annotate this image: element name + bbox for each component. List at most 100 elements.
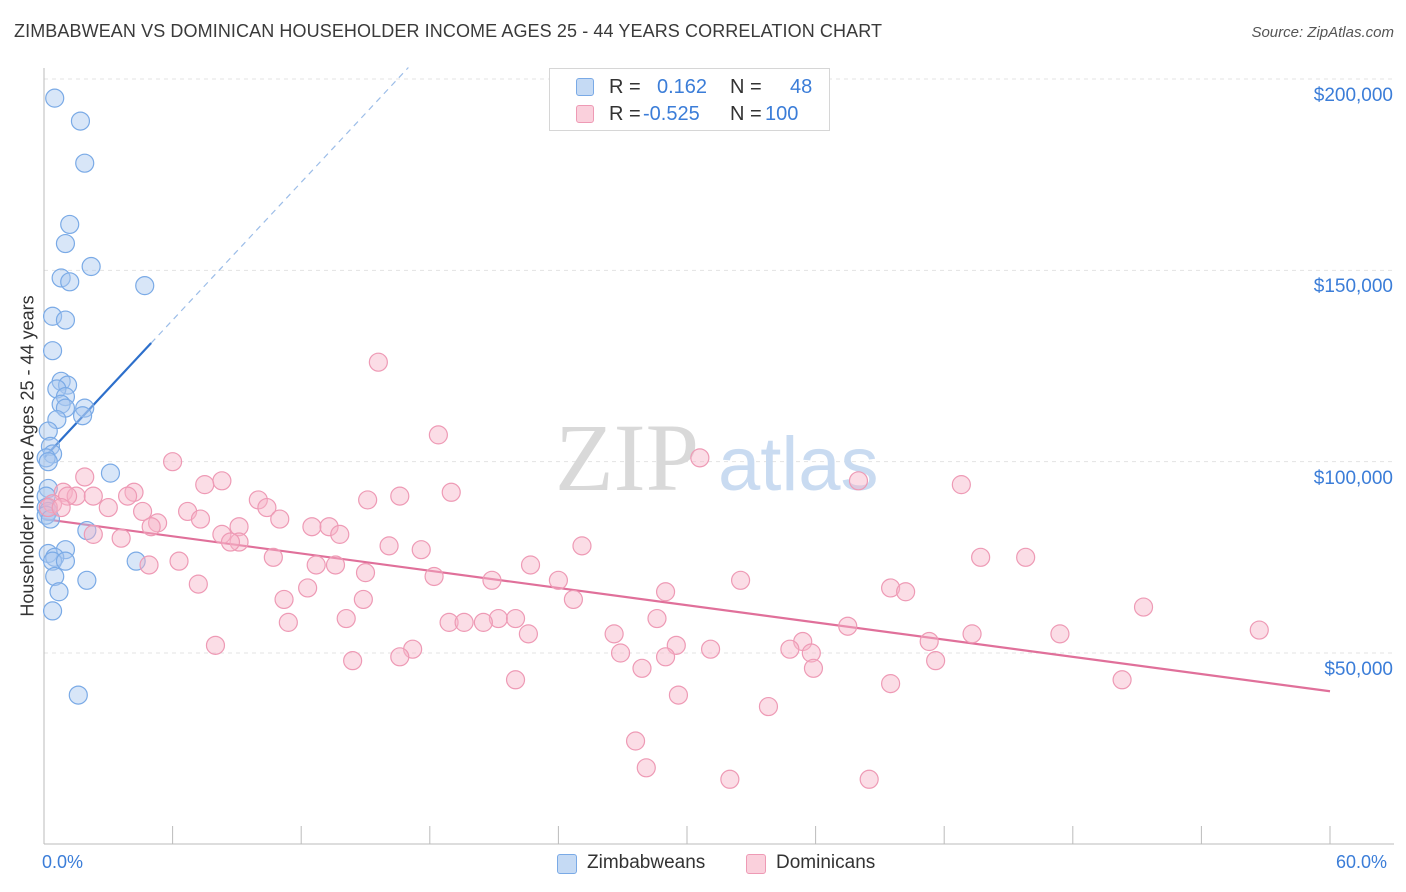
dominican-point xyxy=(190,509,211,529)
dominican-point xyxy=(572,536,592,556)
dominican-point xyxy=(306,555,326,575)
dominican-point xyxy=(632,658,652,678)
legend-row-dominicans: R = -0.525 N = 100 xyxy=(550,101,829,127)
zimbabwean-point xyxy=(60,214,80,235)
dominican-trend-line xyxy=(43,517,1331,693)
dominican-point xyxy=(368,352,388,372)
dominican-point xyxy=(274,589,294,610)
dominican-point xyxy=(212,471,232,491)
legend-swatch-pink xyxy=(576,105,594,123)
dominican-point xyxy=(205,635,226,655)
dominican-point xyxy=(758,696,779,717)
dominican-point xyxy=(848,471,869,491)
legend-n-label: N = xyxy=(730,76,762,98)
dominican-point xyxy=(647,608,667,629)
dominican-point xyxy=(780,639,800,659)
dominican-point xyxy=(424,566,444,587)
dominican-point xyxy=(1112,670,1132,690)
dominican-point xyxy=(610,643,631,663)
dominican-point xyxy=(353,589,373,610)
dominican-point xyxy=(520,555,541,575)
zimbabwean-point xyxy=(135,276,155,296)
dominican-point xyxy=(195,475,215,495)
dominican-point xyxy=(98,497,118,518)
dominican-point xyxy=(655,582,676,602)
zimbabwean-point xyxy=(55,310,76,330)
dominican-point xyxy=(881,674,901,694)
dominican-point xyxy=(298,578,318,598)
dominican-point xyxy=(505,608,526,629)
y-tick-label: $150,000 xyxy=(1313,276,1393,298)
x-tick-min: 0.0% xyxy=(42,852,84,872)
zimbabwean-point xyxy=(49,582,69,602)
dominican-point xyxy=(83,486,103,506)
zimbabwean-trend-line xyxy=(43,342,152,459)
zimbabwean-point xyxy=(42,341,63,361)
dominican-point xyxy=(163,452,183,472)
legend-r-value: 0.162 xyxy=(657,76,708,98)
trend-lines xyxy=(43,67,1331,693)
watermark-zip: ZIP xyxy=(555,404,699,511)
dominican-point xyxy=(690,448,710,468)
dominican-point xyxy=(330,524,350,544)
dominican-point xyxy=(141,517,161,537)
dominican-point xyxy=(75,467,95,487)
dominican-point xyxy=(505,670,526,690)
legend-n-value: 100 xyxy=(765,103,799,125)
dominican-point xyxy=(655,647,676,667)
zimbabwean-point xyxy=(42,601,63,621)
dominican-point xyxy=(1133,597,1154,617)
dominican-point xyxy=(57,486,78,506)
zimbabwean-point xyxy=(40,436,61,456)
dominican-point xyxy=(83,524,103,544)
legend-n-value: 48 xyxy=(790,76,813,98)
zimbabwean-point xyxy=(45,566,65,587)
zimbabwean-trend-extension xyxy=(150,67,409,344)
dominican-point xyxy=(838,616,858,636)
dominican-point xyxy=(962,624,982,644)
dominican-point xyxy=(604,624,624,644)
dominican-point xyxy=(411,540,431,560)
zimbabwean-point xyxy=(38,452,58,472)
legend-r-label: R = xyxy=(609,76,641,98)
dominican-point xyxy=(859,769,879,789)
dominican-point xyxy=(111,528,131,548)
dominican-point xyxy=(668,685,689,705)
dominican-point xyxy=(563,589,584,610)
dominican-point xyxy=(1050,624,1070,644)
zimbabwean-point xyxy=(57,375,78,395)
correlation-legend: R = 0.162 N = 48 R = -0.525 N = 100 xyxy=(549,68,830,131)
dominican-point xyxy=(803,658,824,678)
dominican-point xyxy=(379,536,399,556)
dominican-point xyxy=(548,570,569,590)
zimbabwean-point xyxy=(75,153,95,173)
dominican-point xyxy=(441,482,461,502)
dominican-point xyxy=(919,631,939,652)
legend-r-label: R = xyxy=(609,103,641,125)
y-tick-label: $200,000 xyxy=(1313,85,1393,106)
dominican-point xyxy=(336,608,356,629)
dominican-point xyxy=(700,639,721,659)
bottom-legend-swatch-pink xyxy=(746,854,766,874)
y-tick-label: $50,000 xyxy=(1324,659,1393,680)
dominican-point xyxy=(169,551,189,571)
legend-n-label: N = xyxy=(730,103,762,125)
dominican-point xyxy=(1249,620,1269,640)
bottom-legend-swatch-blue xyxy=(557,854,577,874)
bottom-legend-label: Zimbabweans xyxy=(587,852,706,873)
dominican-point xyxy=(518,624,538,644)
dominican-point xyxy=(270,509,290,529)
dominican-point xyxy=(881,578,901,598)
zimbabwean-point xyxy=(42,306,63,326)
dominican-point xyxy=(801,643,821,663)
zimbabwean-point xyxy=(55,551,76,571)
dominican-point xyxy=(488,608,508,629)
watermark: ZIP atlas xyxy=(555,404,879,511)
dominican-point xyxy=(229,517,249,537)
dominican-point xyxy=(343,651,363,671)
dominican-point xyxy=(971,547,991,567)
data-points xyxy=(36,88,1269,789)
dominican-point xyxy=(358,490,378,510)
gridlines xyxy=(44,78,1394,654)
